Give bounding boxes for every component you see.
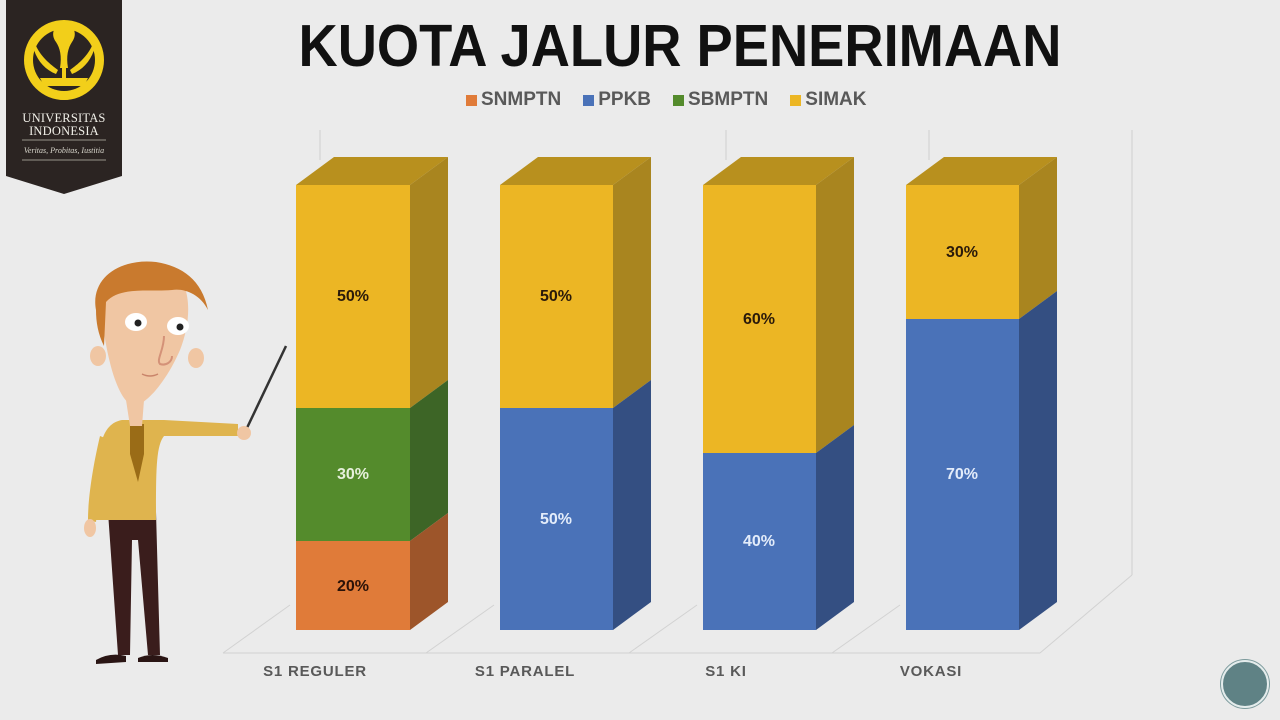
logo-banner-shape <box>6 0 122 194</box>
chart-floor <box>222 574 1133 654</box>
data-label-s1-paralel-ppkb: 50% <box>539 511 573 528</box>
category-label-s1-ki: S1 KI <box>705 663 747 680</box>
presenter-character-illustration <box>84 261 288 664</box>
legend-item-ppkb: PPKB <box>583 89 651 111</box>
legend-item-snmptn: SNMPTN <box>466 89 561 111</box>
university-logo: UNIVERSITAS INDONESIA Veritas, Probitas,… <box>6 0 122 194</box>
pointer-stick-icon <box>244 345 288 431</box>
data-label-s1-reguler-simak: 50% <box>336 288 370 305</box>
data-label-vokasi-ppkb: 70% <box>945 466 979 483</box>
chart-legend: SNMPTN PPKB SBMPTN SIMAK <box>466 89 867 111</box>
makara-emblem-icon <box>24 20 104 100</box>
data-label-s1-reguler-snmptn: 20% <box>336 578 370 595</box>
legend-item-sbmptn: SBMPTN <box>673 89 768 111</box>
data-label-vokasi-simak: 30% <box>945 244 979 261</box>
category-label-vokasi: VOKASI <box>899 663 963 680</box>
slide-nav-button[interactable] <box>1221 660 1269 708</box>
logo-wordmark: UNIVERSITAS INDONESIA <box>6 112 122 138</box>
legend-label: SBMPTN <box>688 89 769 110</box>
legend-label: PPKB <box>598 89 652 110</box>
bar-s1-reguler <box>296 157 448 630</box>
category-label-s1-paralel: S1 PARALEL <box>474 663 576 680</box>
legend-swatch-ppkb <box>583 94 595 106</box>
legend-label: SIMAK <box>805 89 867 110</box>
legend-label: SNMPTN <box>481 89 562 110</box>
slide-title: KUOTA JALUR PENERIMAAN <box>298 13 1062 79</box>
legend-item-simak: SIMAK <box>790 89 867 111</box>
category-label-s1-reguler: S1 REGULER <box>263 663 367 680</box>
data-label-s1-paralel-simak: 50% <box>539 288 573 305</box>
legend-swatch-simak <box>790 94 802 106</box>
data-label-s1-ki-simak: 60% <box>742 311 776 328</box>
logo-line1: UNIVERSITAS <box>22 111 106 125</box>
data-label-s1-reguler-sbmptn: 30% <box>336 466 370 483</box>
chart-gridlines <box>319 130 1133 575</box>
data-label-s1-ki-ppkb: 40% <box>742 533 776 550</box>
bar-s1-ki <box>703 157 854 630</box>
legend-swatch-snmptn <box>466 94 477 106</box>
bar-s1-paralel <box>500 157 651 630</box>
bar-vokasi <box>906 157 1057 630</box>
logo-line2: INDONESIA <box>29 124 99 138</box>
legend-swatch-sbmptn <box>673 94 685 106</box>
logo-motto: Veritas, Probitas, Iustitia <box>23 146 105 155</box>
